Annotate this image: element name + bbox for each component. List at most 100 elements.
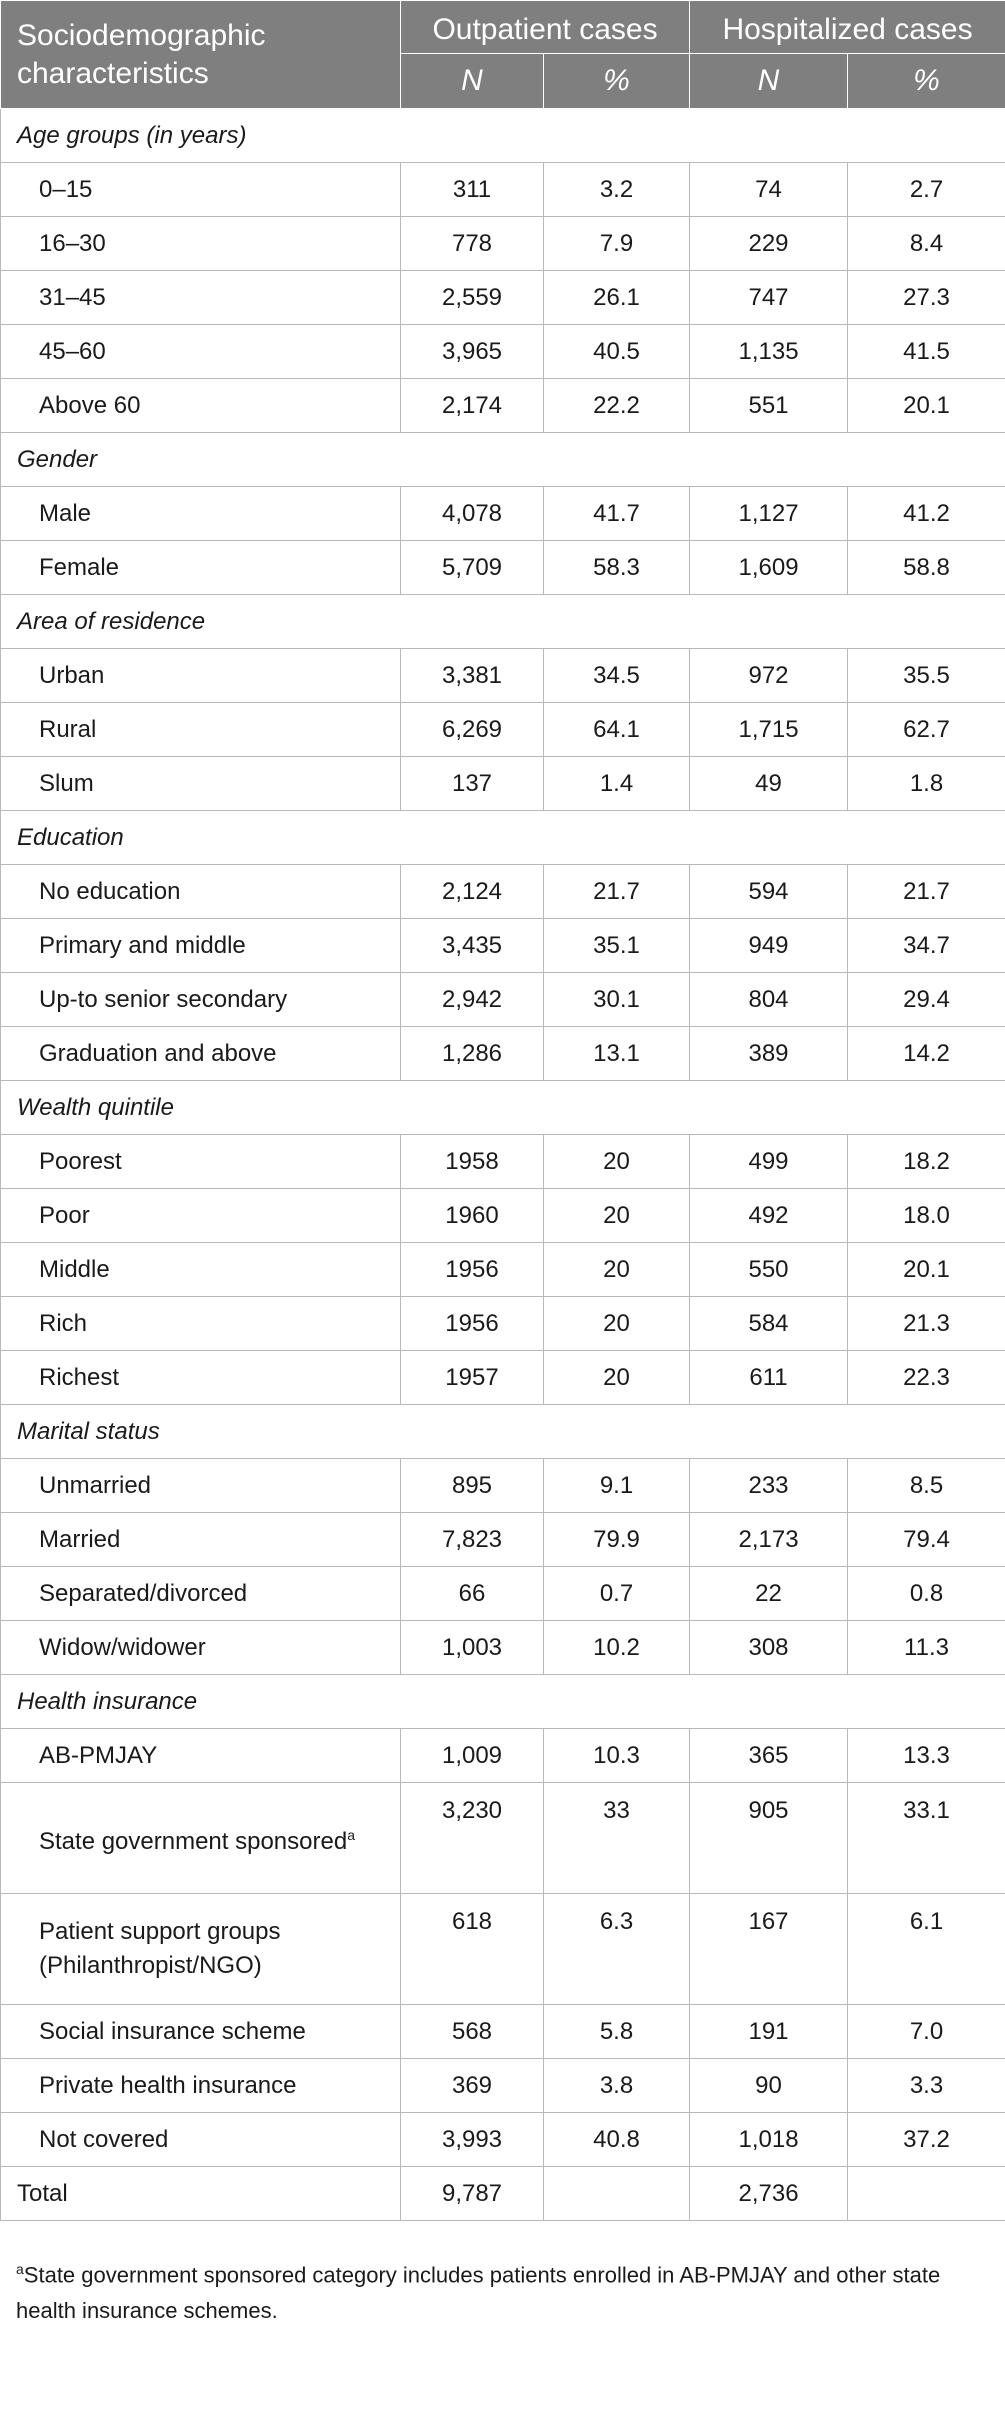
cell-hp-pct: 7.0	[847, 2004, 1005, 2059]
category-row: Education	[0, 810, 1005, 865]
cell-op-pct: 40.5	[542, 324, 691, 379]
row-label-text: Separated/divorced	[39, 1579, 248, 1607]
cell-hp-n: 365	[689, 1728, 849, 1783]
category-label: Wealth quintile	[0, 1080, 1005, 1135]
cell-op-n: 778	[400, 216, 544, 271]
cell-hp-pct: 8.4	[847, 216, 1005, 271]
cell-hp-n: 499	[689, 1134, 849, 1189]
row-label-text: Patient support groups (Philanthropist/N…	[39, 1918, 281, 1979]
category-row: Health insurance	[0, 1674, 1005, 1729]
cell-hp-pct: 22.3	[847, 1350, 1005, 1405]
row-label-text: Rural	[39, 715, 97, 743]
cell-op-n: 3,230	[400, 1782, 544, 1894]
cell-hp-n: 492	[689, 1188, 849, 1243]
total-label: Total	[0, 2166, 401, 2221]
cell-hp-pct: 18.2	[847, 1134, 1005, 1189]
row-label: Social insurance scheme	[0, 2004, 401, 2059]
row-label: No education	[0, 864, 401, 919]
cell-op-pct: 58.3	[542, 540, 691, 595]
row-label: Above 60	[0, 378, 401, 433]
row-label: 0–15	[0, 162, 401, 217]
cell-op-n: 568	[400, 2004, 544, 2059]
table-body: Age groups (in years) 0–15 311 3.2 74 2.7 16–3…	[0, 108, 1005, 2221]
cell-op-n: 3,993	[400, 2112, 544, 2167]
cell-op-pct: 20	[542, 1296, 691, 1351]
cell-hp-pct: 0.8	[847, 1566, 1005, 1621]
cell-op-n: 2,559	[400, 270, 544, 325]
cell-op-n: 895	[400, 1458, 544, 1513]
row-label-text: Married	[39, 1525, 121, 1553]
table-row: Separated/divorced 66 0.7 22 0.8	[0, 1566, 1005, 1621]
cell-hp-n: 229	[689, 216, 849, 271]
footnote: aState government sponsored category inc…	[16, 2251, 989, 2329]
cell-op-n: 369	[400, 2058, 544, 2113]
cell-op-n: 2,124	[400, 864, 544, 919]
table-row: Primary and middle 3,435 35.1 949 34.7	[0, 918, 1005, 973]
subheader-outpatient-n: N	[400, 53, 544, 109]
category-label: Gender	[0, 432, 1005, 487]
table-row: Male 4,078 41.7 1,127 41.2	[0, 486, 1005, 541]
row-label-text: Poor	[39, 1201, 90, 1229]
cell-hp-n: 747	[689, 270, 849, 325]
table-row: Slum 137 1.4 49 1.8	[0, 756, 1005, 811]
cell-hp-n: 74	[689, 162, 849, 217]
row-label-text: State government sponsored	[39, 1827, 348, 1855]
cell-hp-pct: 35.5	[847, 648, 1005, 703]
table-row: Married 7,823 79.9 2,173 79.4	[0, 1512, 1005, 1567]
row-label-text: 16–30	[39, 229, 106, 257]
cell-hp-n: 584	[689, 1296, 849, 1351]
cell-op-pct: 21.7	[542, 864, 691, 919]
table-row: No education 2,124 21.7 594 21.7	[0, 864, 1005, 919]
cell-op-pct: 20	[542, 1188, 691, 1243]
row-label-text: AB-PMJAY	[39, 1741, 158, 1769]
cell-op-pct: 10.2	[542, 1620, 691, 1675]
table-row: AB-PMJAY 1,009 10.3 365 13.3	[0, 1728, 1005, 1783]
row-label-text: Up-to senior secondary	[39, 985, 288, 1013]
table-row: Unmarried 895 9.1 233 8.5	[0, 1458, 1005, 1513]
cell-hp-pct: 8.5	[847, 1458, 1005, 1513]
row-label: AB-PMJAY	[0, 1728, 401, 1783]
cell-hp-pct: 21.7	[847, 864, 1005, 919]
cell-hp-n: 90	[689, 2058, 849, 2113]
total-row: Total 9,787 2,736	[0, 2166, 1005, 2221]
cell-op-n: 1960	[400, 1188, 544, 1243]
table-row: Rich 1956 20 584 21.3	[0, 1296, 1005, 1351]
row-label-text: Widow/widower	[39, 1633, 206, 1661]
row-label-text: Poorest	[39, 1147, 122, 1175]
sociodemographic-table: Sociodemographic characteristics Outpati…	[0, 0, 1005, 2221]
cell-op-pct: 22.2	[542, 378, 691, 433]
cell-op-n: 1,286	[400, 1026, 544, 1081]
header-group-outpatient: Outpatient cases	[399, 0, 691, 54]
cell-hp-pct: 21.3	[847, 1296, 1005, 1351]
row-label-text: 0–15	[39, 175, 93, 203]
cell-op-n: 311	[400, 162, 544, 217]
cell-op-n: 1956	[400, 1242, 544, 1297]
cell-hp-n: 49	[689, 756, 849, 811]
cell-op-pct: 0.7	[542, 1566, 691, 1621]
row-label: Slum	[0, 756, 401, 811]
cell-op-n: 1,003	[400, 1620, 544, 1675]
subheader-hospitalized-n: N	[689, 53, 849, 109]
cell-hp-n: 1,127	[689, 486, 849, 541]
cell-hp-n: 233	[689, 1458, 849, 1513]
row-label-text: Rich	[39, 1309, 88, 1337]
cell-op-n: 2,942	[400, 972, 544, 1027]
category-label: Marital status	[0, 1404, 1005, 1459]
cell-hp-pct: 62.7	[847, 702, 1005, 757]
cell-hp-pct: 79.4	[847, 1512, 1005, 1567]
row-label: Separated/divorced	[0, 1566, 401, 1621]
row-label: Rich	[0, 1296, 401, 1351]
header-title: Sociodemographic characteristics	[0, 0, 401, 109]
cell-hp-pct: 20.1	[847, 378, 1005, 433]
row-label-text: Private health insurance	[39, 2071, 297, 2099]
table-row: Above 60 2,174 22.2 551 20.1	[0, 378, 1005, 433]
cell-op-pct: 20	[542, 1350, 691, 1405]
cell-hp-pct: 34.7	[847, 918, 1005, 973]
cell-hp-pct: 13.3	[847, 1728, 1005, 1783]
row-label: Not covered	[0, 2112, 401, 2167]
table-row: Urban 3,381 34.5 972 35.5	[0, 648, 1005, 703]
row-label: Urban	[0, 648, 401, 703]
row-label-text: Above 60	[39, 391, 141, 419]
cell-hp-pct: 6.1	[847, 1893, 1005, 2005]
table-row: Up-to senior secondary 2,942 30.1 804 29.4	[0, 972, 1005, 1027]
